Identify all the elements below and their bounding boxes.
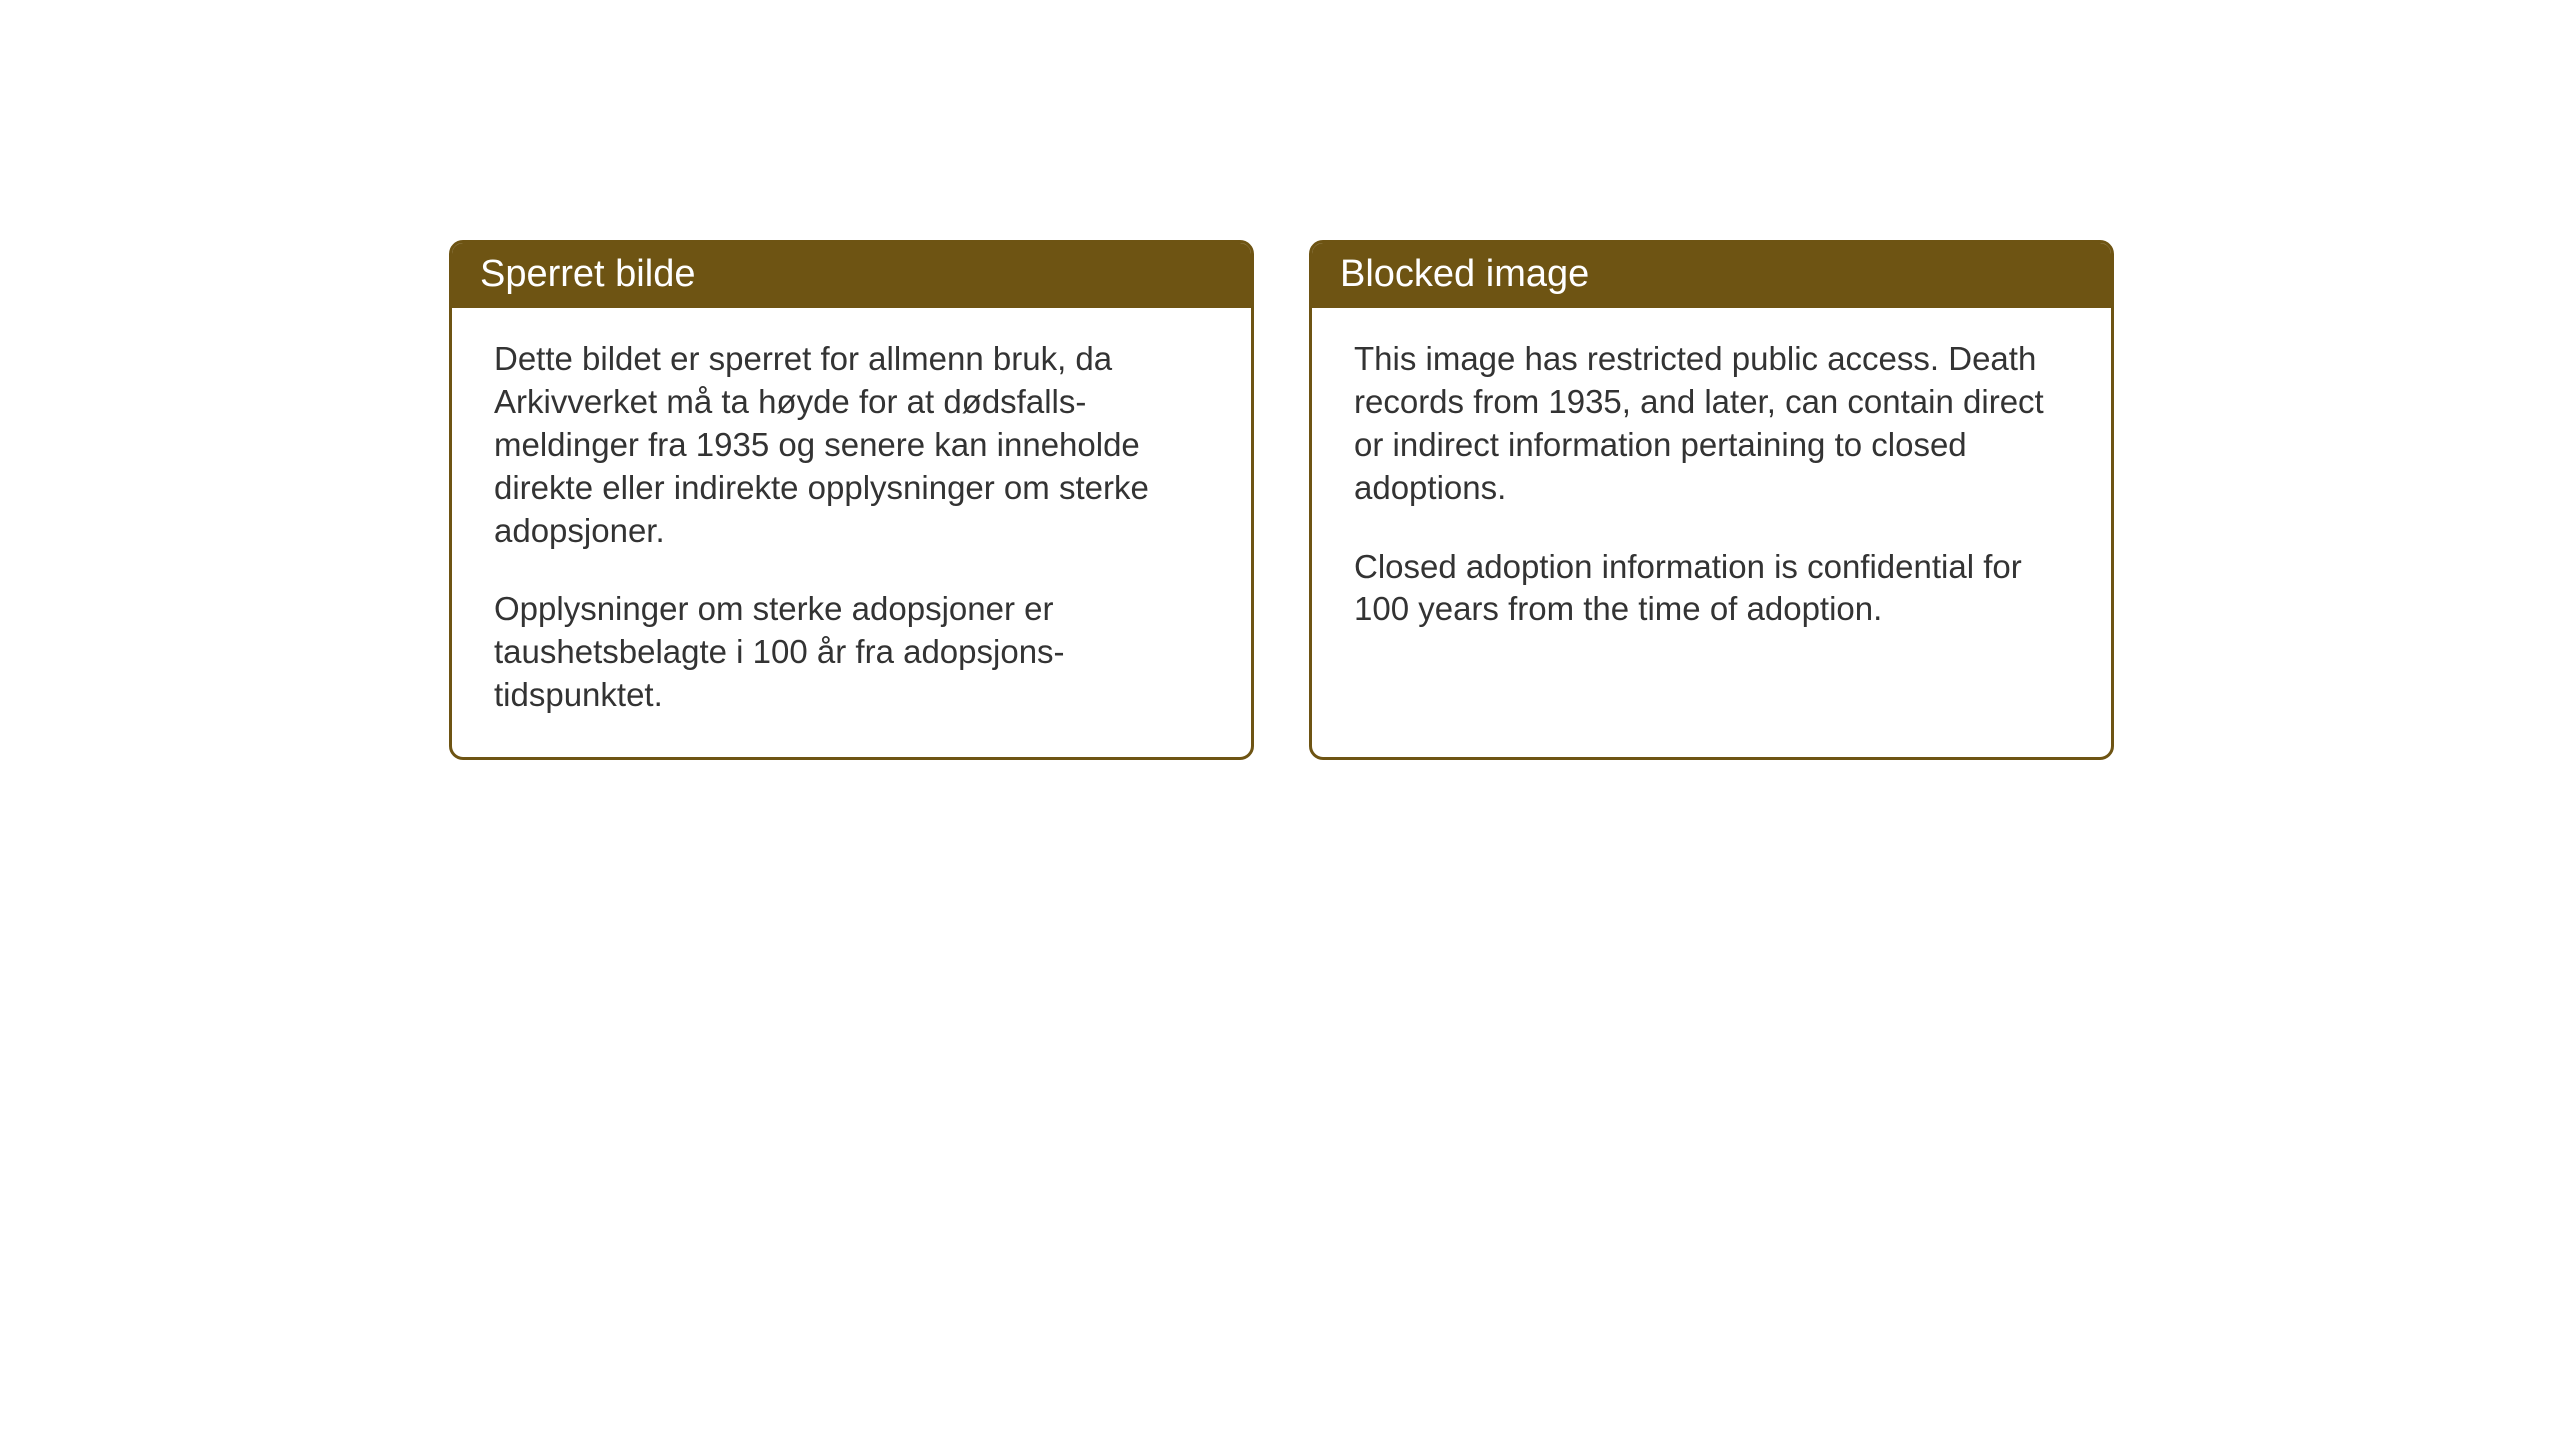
notice-body-english: This image has restricted public access.… [1312, 308, 2111, 671]
notice-header-norwegian: Sperret bilde [452, 243, 1251, 308]
notice-paragraph-1-norwegian: Dette bildet er sperret for allmenn bruk… [494, 338, 1209, 552]
notice-paragraph-1-english: This image has restricted public access.… [1354, 338, 2069, 510]
notice-body-norwegian: Dette bildet er sperret for allmenn bruk… [452, 308, 1251, 757]
notice-card-english: Blocked image This image has restricted … [1309, 240, 2114, 760]
notice-title-norwegian: Sperret bilde [480, 253, 695, 295]
notice-header-english: Blocked image [1312, 243, 2111, 308]
notice-paragraph-2-norwegian: Opplysninger om sterke adopsjoner er tau… [494, 588, 1209, 717]
notice-container: Sperret bilde Dette bildet er sperret fo… [449, 240, 2114, 760]
notice-card-norwegian: Sperret bilde Dette bildet er sperret fo… [449, 240, 1254, 760]
notice-paragraph-2-english: Closed adoption information is confident… [1354, 546, 2069, 632]
notice-title-english: Blocked image [1340, 253, 1589, 295]
